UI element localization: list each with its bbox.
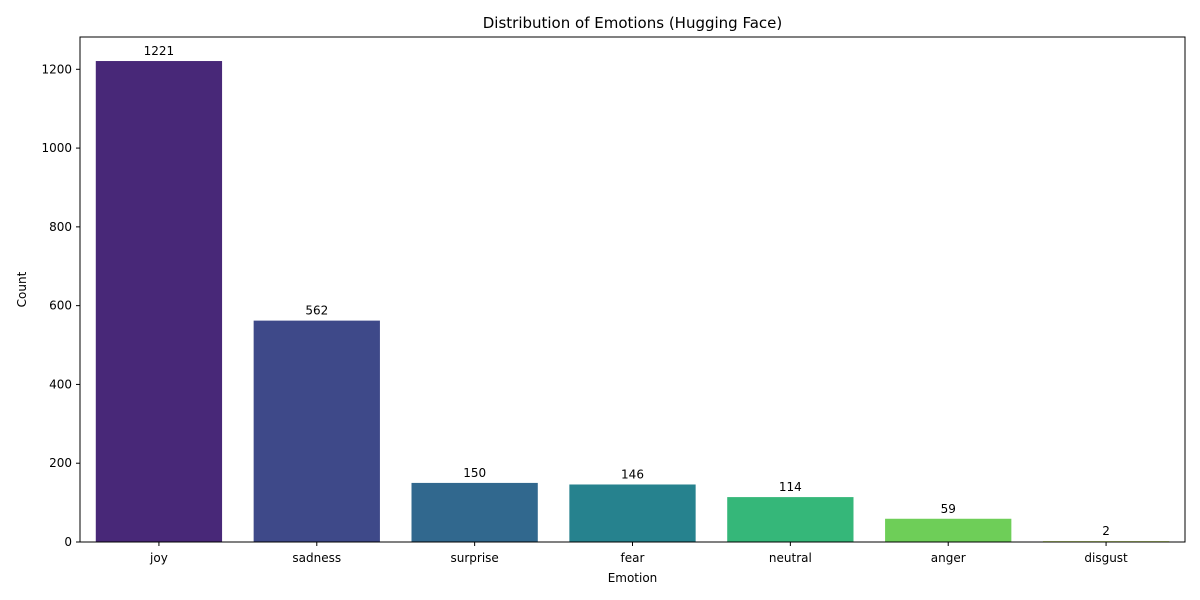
x-tick-label-neutral: neutral (769, 551, 812, 565)
y-tick-label: 600 (49, 299, 72, 313)
x-tick-label-fear: fear (621, 551, 645, 565)
bar-neutral (727, 497, 854, 542)
x-tick-label-joy: joy (149, 551, 168, 565)
data-label-anger: 59 (941, 502, 956, 516)
y-axis-label: Count (15, 271, 29, 307)
y-tick-label: 1000 (41, 141, 72, 155)
y-tick-label: 200 (49, 456, 72, 470)
bar-sadness (253, 320, 380, 542)
x-axis-ticks: joy sadness surprise fear neutral anger disgus… (149, 542, 1128, 565)
chart-title: Distribution of Emotions (Hugging Face) (483, 14, 783, 32)
y-tick-label: 1200 (41, 62, 72, 76)
x-tick-label-anger: anger (931, 551, 966, 565)
bar-fear (569, 484, 696, 542)
x-tick-label-sadness: sadness (292, 551, 341, 565)
data-label-disgust: 2 (1102, 524, 1110, 538)
bar-surprise (411, 482, 538, 542)
data-label-surprise: 150 (463, 466, 486, 480)
plot-frame (79, 36, 1186, 543)
bar-joy (95, 61, 223, 542)
x-tick-label-surprise: surprise (450, 551, 498, 565)
bar-anger (885, 518, 1012, 542)
y-tick-label: 400 (49, 377, 72, 391)
data-label-fear: 146 (621, 467, 644, 481)
x-axis-label: Emotion (608, 571, 658, 585)
y-tick-label: 0 (64, 535, 72, 549)
data-label-neutral: 114 (779, 480, 802, 494)
data-label-sadness: 562 (305, 304, 328, 318)
data-labels-group: 1221 562 150 146 114 59 2 (144, 44, 1110, 538)
bars-group (95, 61, 1170, 543)
x-tick-label-disgust: disgust (1084, 551, 1128, 565)
y-axis-ticks: 0 200 400 600 800 1000 1200 (41, 62, 80, 549)
y-tick-label: 800 (49, 220, 72, 234)
data-label-joy: 1221 (144, 44, 175, 58)
